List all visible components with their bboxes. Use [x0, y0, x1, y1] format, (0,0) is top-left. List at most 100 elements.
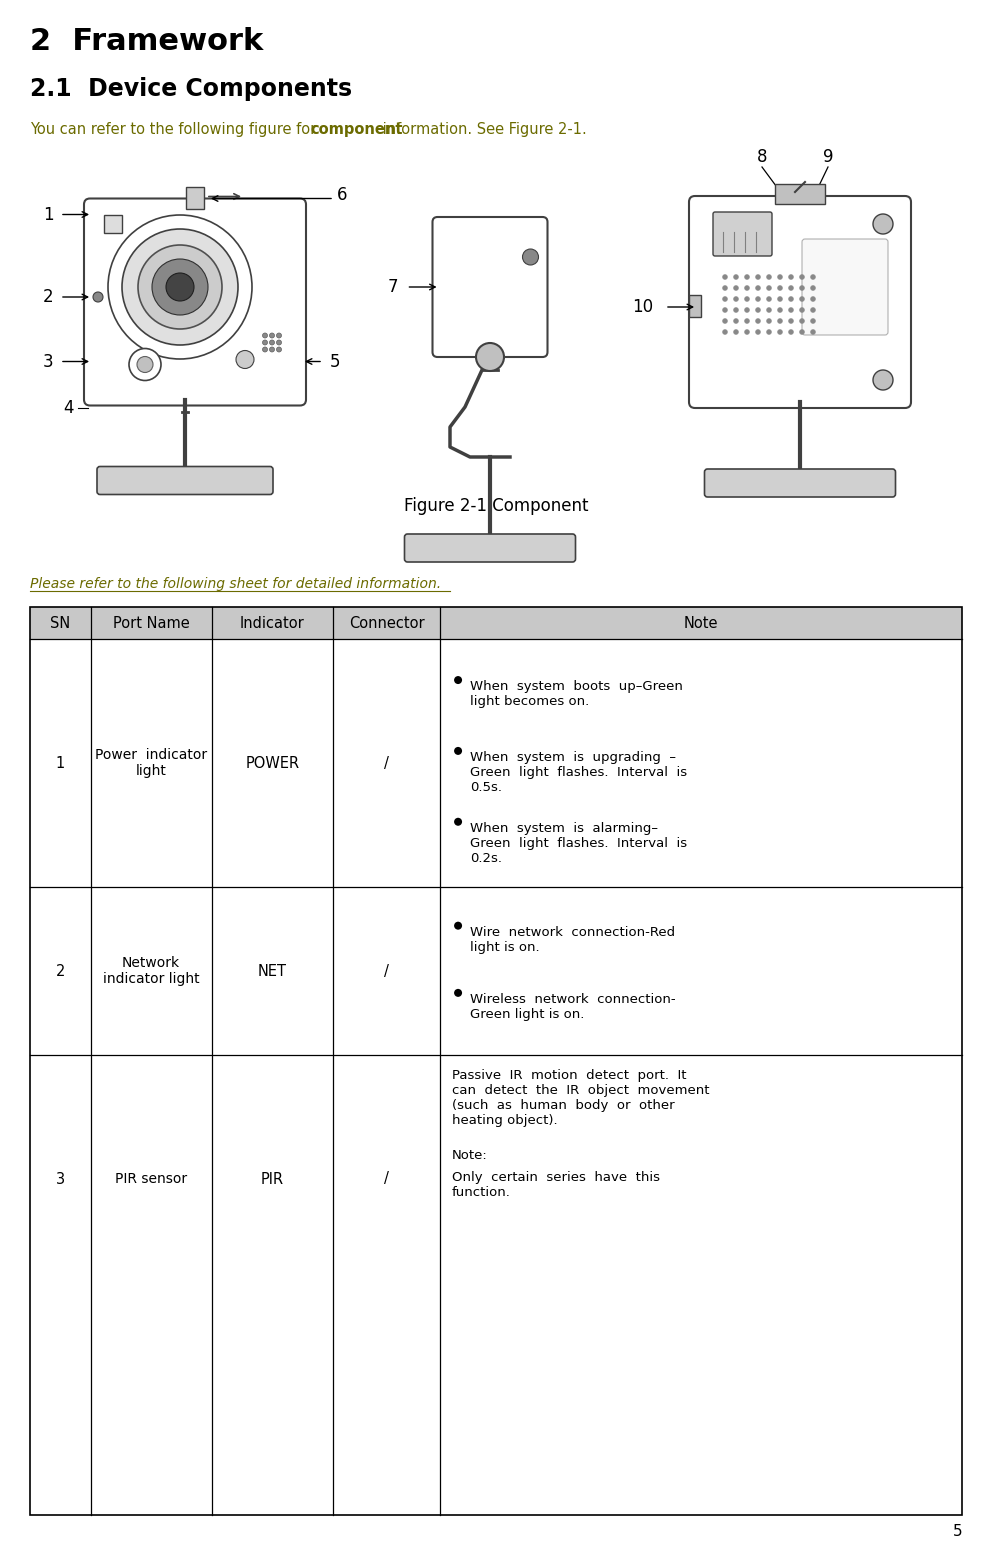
Text: information. See Figure 2-1.: information. See Figure 2-1. [378, 121, 586, 137]
Circle shape [800, 330, 805, 335]
Circle shape [476, 343, 504, 371]
Circle shape [722, 274, 727, 280]
Text: Note:: Note: [452, 1149, 488, 1162]
Text: 4: 4 [62, 399, 73, 417]
Circle shape [454, 817, 462, 825]
Text: Indicator: Indicator [240, 615, 305, 631]
Circle shape [810, 307, 815, 313]
Circle shape [745, 285, 750, 291]
Circle shape [767, 330, 772, 335]
Text: 1: 1 [43, 206, 54, 224]
Circle shape [789, 319, 794, 324]
Circle shape [733, 274, 738, 280]
Circle shape [263, 347, 268, 352]
Text: component: component [310, 121, 403, 137]
Bar [30, 607, 962, 638]
Circle shape [767, 274, 772, 280]
Text: 2.1  Device Components: 2.1 Device Components [30, 76, 352, 101]
Text: Network
indicator light: Network indicator light [103, 956, 199, 986]
Circle shape [800, 319, 805, 324]
Circle shape [767, 319, 772, 324]
Circle shape [137, 357, 153, 372]
Bar [30, 607, 962, 1515]
Bar [104, 215, 122, 232]
Circle shape [789, 296, 794, 302]
Circle shape [277, 333, 282, 338]
Text: Port Name: Port Name [113, 615, 189, 631]
FancyBboxPatch shape [97, 467, 273, 495]
Circle shape [789, 330, 794, 335]
Text: PIR: PIR [261, 1171, 284, 1186]
Bar [689, 294, 701, 318]
Circle shape [733, 330, 738, 335]
Circle shape [733, 319, 738, 324]
Circle shape [778, 296, 783, 302]
Circle shape [722, 319, 727, 324]
Circle shape [166, 272, 194, 301]
Circle shape [767, 307, 772, 313]
Circle shape [810, 285, 815, 291]
Circle shape [138, 244, 222, 329]
FancyBboxPatch shape [84, 198, 306, 405]
Text: PIR sensor: PIR sensor [115, 1172, 187, 1186]
Circle shape [810, 296, 815, 302]
FancyBboxPatch shape [704, 469, 896, 497]
Circle shape [767, 296, 772, 302]
Circle shape [722, 330, 727, 335]
Circle shape [523, 249, 539, 265]
Circle shape [789, 274, 794, 280]
Circle shape [756, 296, 761, 302]
Circle shape [270, 333, 275, 338]
Text: 7: 7 [387, 279, 398, 296]
Circle shape [756, 285, 761, 291]
Circle shape [722, 307, 727, 313]
Circle shape [778, 319, 783, 324]
Text: Wireless  network  connection-
Green light is on.: Wireless network connection- Green light… [470, 993, 676, 1021]
Text: NET: NET [258, 964, 287, 978]
Text: Connector: Connector [348, 615, 425, 631]
Text: 8: 8 [757, 148, 767, 167]
Circle shape [873, 371, 893, 389]
Circle shape [810, 330, 815, 335]
FancyBboxPatch shape [689, 196, 911, 408]
Circle shape [722, 285, 727, 291]
Text: Only  certain  series  have  this
function.: Only certain series have this function. [452, 1171, 660, 1199]
Text: POWER: POWER [245, 755, 300, 771]
Text: You can refer to the following figure for: You can refer to the following figure fo… [30, 121, 320, 137]
Circle shape [800, 307, 805, 313]
Text: 2: 2 [43, 288, 54, 307]
Circle shape [745, 330, 750, 335]
Text: Wire  network  connection-Red
light is on.: Wire network connection-Red light is on. [470, 926, 676, 954]
Text: /: / [384, 1171, 389, 1186]
Text: 3: 3 [43, 352, 54, 371]
Circle shape [873, 213, 893, 234]
Text: Figure 2-1 Component: Figure 2-1 Component [404, 497, 588, 515]
Circle shape [722, 296, 727, 302]
Circle shape [745, 274, 750, 280]
Circle shape [767, 285, 772, 291]
Text: 3: 3 [56, 1171, 64, 1186]
Text: /: / [384, 964, 389, 978]
Text: /: / [384, 755, 389, 771]
Circle shape [756, 274, 761, 280]
Text: When  system  is  upgrading  –
Green  light  flashes.  Interval  is
0.5s.: When system is upgrading – Green light f… [470, 750, 687, 794]
Circle shape [800, 274, 805, 280]
Circle shape [122, 229, 238, 346]
Circle shape [745, 319, 750, 324]
Text: 5: 5 [952, 1524, 962, 1538]
Circle shape [745, 296, 750, 302]
Text: Please refer to the following sheet for detailed information.: Please refer to the following sheet for … [30, 578, 441, 592]
Text: 2  Framework: 2 Framework [30, 26, 263, 56]
Circle shape [152, 258, 208, 315]
Text: 10: 10 [633, 297, 654, 316]
Circle shape [263, 339, 268, 346]
Text: 6: 6 [336, 185, 347, 204]
Circle shape [277, 339, 282, 346]
Text: SN: SN [51, 615, 70, 631]
Circle shape [789, 285, 794, 291]
Bar [775, 184, 825, 204]
Circle shape [800, 296, 805, 302]
Circle shape [810, 274, 815, 280]
Circle shape [454, 989, 462, 996]
Circle shape [778, 307, 783, 313]
